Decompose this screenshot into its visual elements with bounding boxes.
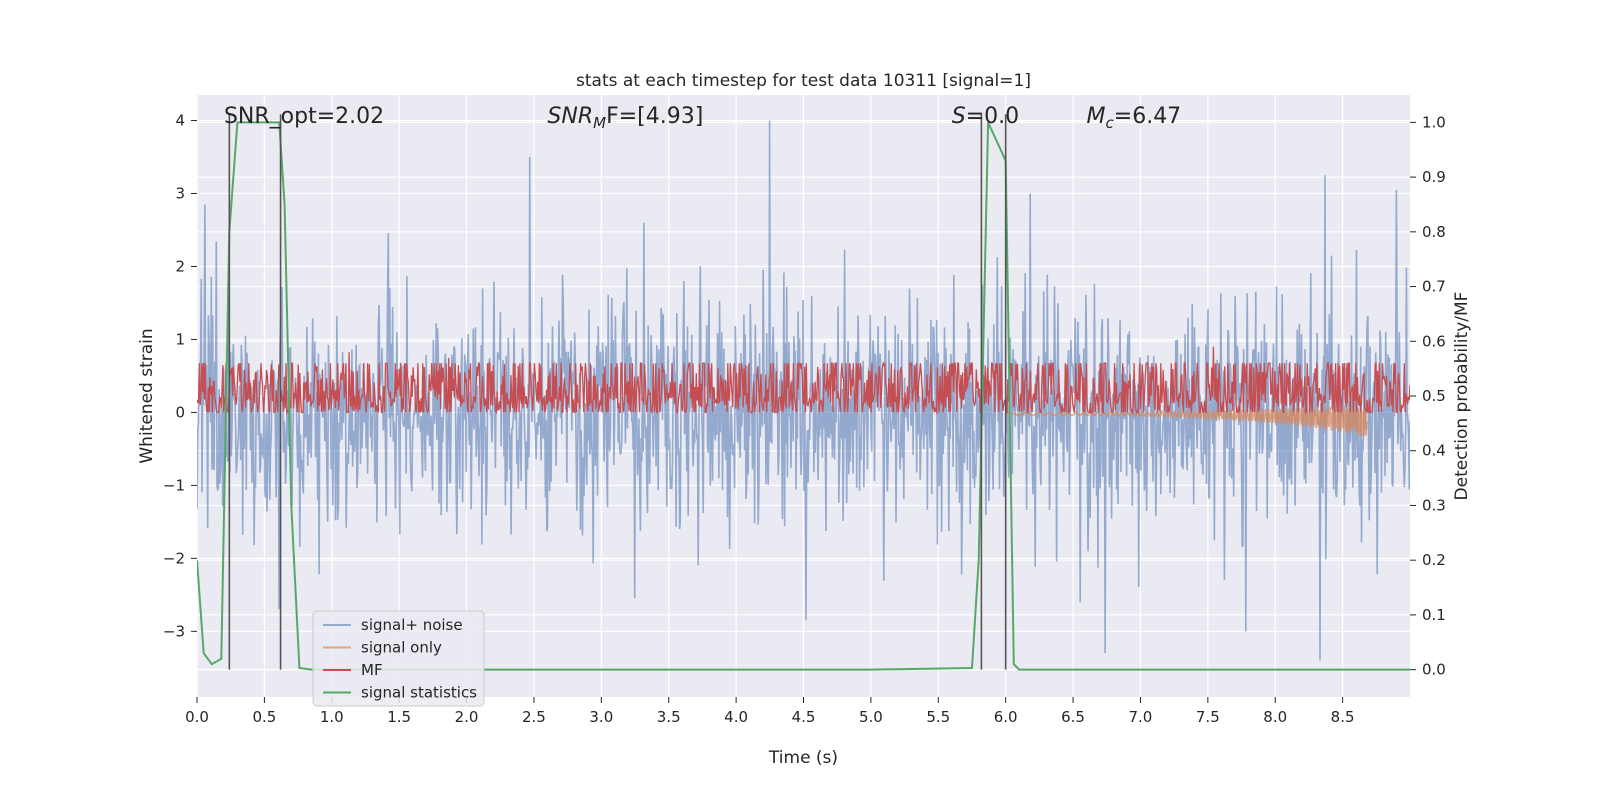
x-tick-label: 5.5 [926, 708, 950, 726]
y-axis-label: Whitened strain [137, 328, 157, 463]
y-tick-label: 0 [175, 403, 185, 421]
x-tick-label: 7.0 [1129, 708, 1153, 726]
y-right-tick-label: 0.3 [1422, 496, 1446, 514]
y-right-tick-label: 0.6 [1422, 332, 1446, 350]
y-tick-label: −2 [163, 549, 185, 567]
x-tick-label: 6.0 [994, 708, 1018, 726]
annotation-snr_mf: SNRMF=[4.93] [547, 104, 703, 132]
right-axis-ticks: 1.0 0.9 0.8 0.7 0.6 0.5 0.4 0.3 0.2 0.1 0.0 [1410, 113, 1446, 679]
y-tick-label: 4 [175, 112, 185, 130]
left-axis-ticks: 4 3 2 1 0 −1 −2 −3 [163, 112, 197, 640]
annotation-snr_opt: SNR_opt=2.02 [224, 104, 384, 129]
legend-label: signal statistics [361, 684, 477, 702]
y-right-tick-label: 0.2 [1422, 551, 1446, 569]
y-tick-label: 1 [175, 330, 185, 348]
x-tick-label: 5.0 [859, 708, 883, 726]
y-right-tick-label: 0.4 [1422, 442, 1446, 460]
x-tick-label: 2.5 [522, 708, 546, 726]
x-tick-label: 3.5 [657, 708, 681, 726]
vline-layer [228, 114, 1007, 670]
y-tick-label: 2 [175, 257, 185, 275]
y-tick-label: −1 [163, 476, 185, 494]
series-mf-line [197, 346, 1410, 415]
chart-title: stats at each timestep for test data 103… [576, 71, 1031, 91]
legend-box [312, 610, 485, 707]
x-tick-label: 4.5 [792, 708, 816, 726]
series-signal-only-line [1005, 405, 1368, 437]
x-tick-label: 2.0 [455, 708, 479, 726]
x-tick-label: 7.5 [1196, 708, 1220, 726]
y-right-tick-label: 0.9 [1422, 168, 1446, 186]
x-tick-label: 6.5 [1061, 708, 1085, 726]
y-tick-label: 3 [175, 185, 185, 203]
annotations: SNR_opt=2.02 SNRMF=[4.93] S=0.0 Mc=6.47 [224, 104, 1181, 132]
x-tick-label: 4.0 [724, 708, 748, 726]
y-right-tick-label: 0.8 [1422, 223, 1446, 241]
annotation-mc: Mc=6.47 [1087, 104, 1182, 132]
x-axis-label: Time (s) [768, 748, 838, 768]
x-tick-label: 0.5 [252, 708, 276, 726]
legend: signal+ noise signal only MF signal statist… [312, 610, 485, 707]
legend-label: signal+ noise [361, 616, 463, 634]
annotation-s: S=0.0 [952, 104, 1019, 129]
x-axis-ticks: 0.0 0.5 1.0 1.5 2.0 2.5 3.0 3.5 4.0 4.5 5.0 5.5 6.0 6… [185, 697, 1355, 726]
x-tick-label: 8.0 [1263, 708, 1287, 726]
y-right-tick-label: 0.5 [1422, 387, 1446, 405]
y-right-tick-label: 0.1 [1422, 606, 1446, 624]
x-tick-label: 0.0 [185, 708, 209, 726]
y-axis-right-label: Detection probability/MF [1452, 292, 1472, 501]
x-tick-label: 1.5 [387, 708, 411, 726]
y-tick-label: −3 [163, 622, 185, 640]
legend-label: MF [361, 661, 383, 679]
x-tick-label: 3.0 [589, 708, 613, 726]
y-right-tick-label: 0.0 [1422, 661, 1446, 679]
x-tick-label: 1.0 [320, 708, 344, 726]
legend-label: signal only [361, 639, 442, 657]
y-right-tick-label: 0.7 [1422, 278, 1446, 296]
y-right-tick-label: 1.0 [1422, 113, 1446, 131]
x-tick-label: 8.5 [1331, 708, 1355, 726]
